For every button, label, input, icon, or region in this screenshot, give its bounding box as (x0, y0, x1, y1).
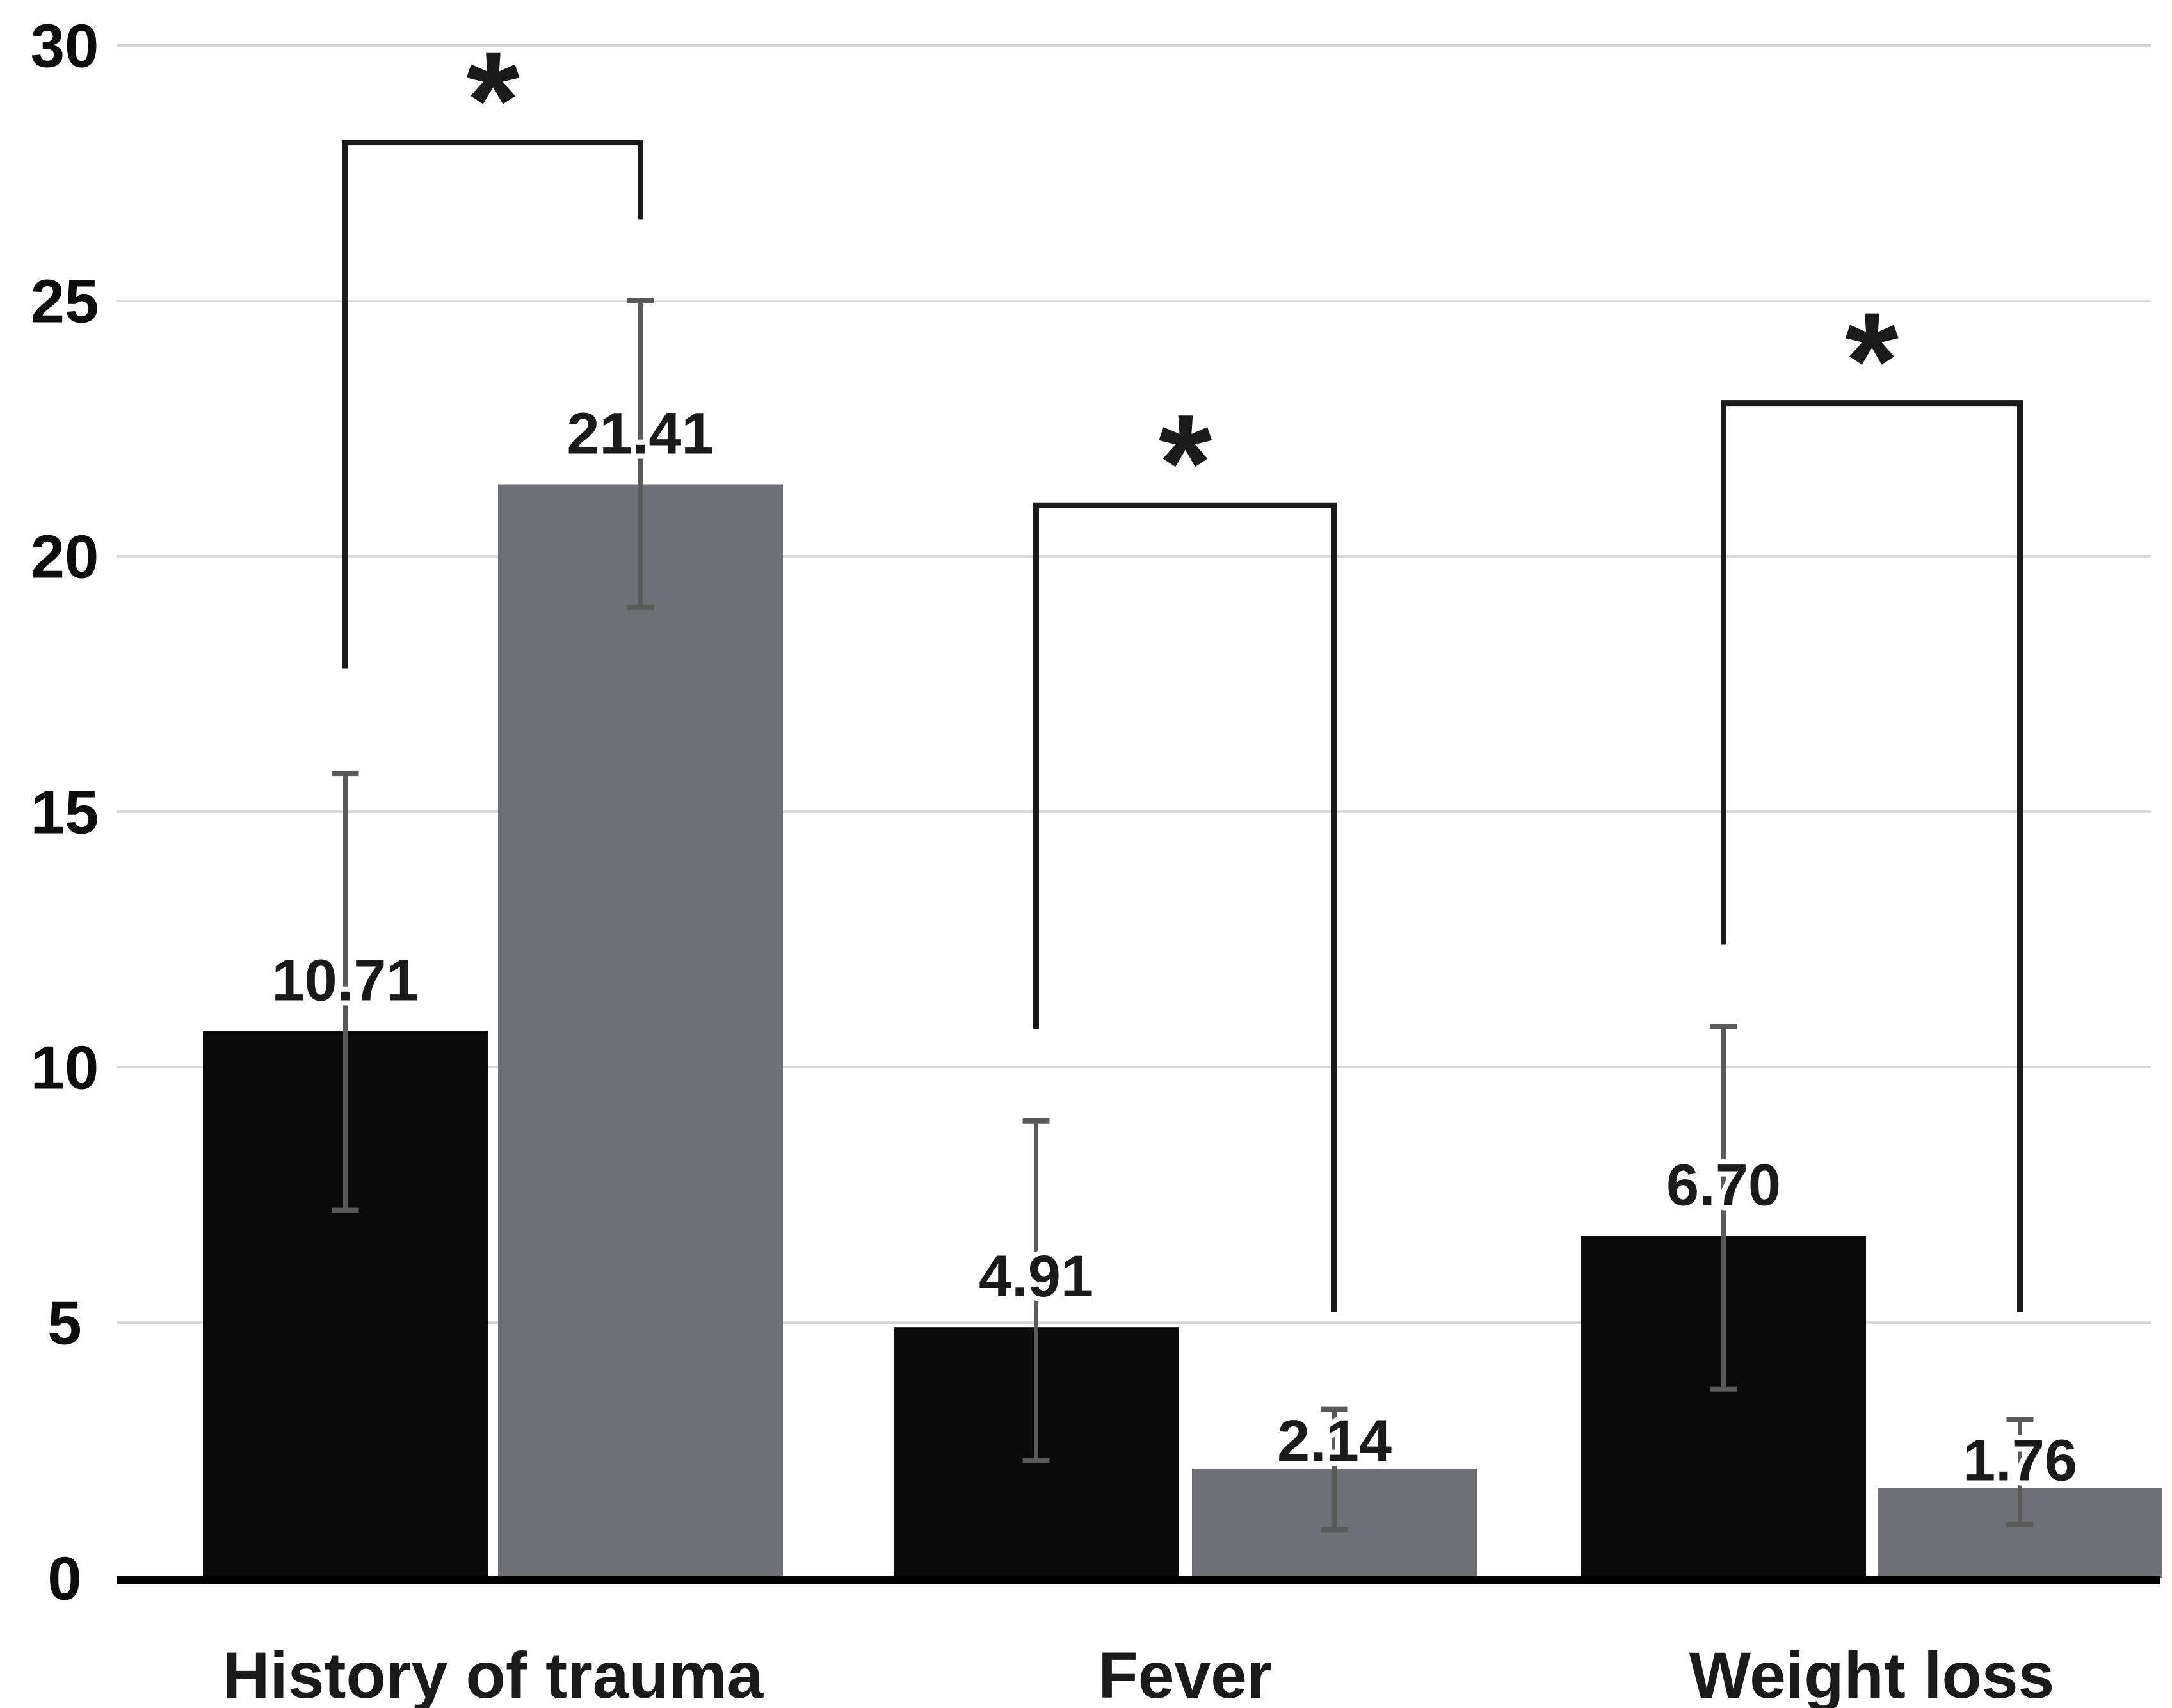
value-label-black-2: 6.70 (1666, 1152, 1781, 1218)
y-axis-tick-label: 0 (47, 1545, 81, 1613)
y-axis-tick-label: 20 (31, 523, 99, 592)
significance-asterisk-2: * (1845, 284, 1899, 438)
significance-asterisk-0: * (466, 23, 520, 177)
y-axis-tick-label: 10 (31, 1034, 99, 1102)
value-label-black-0: 10.71 (271, 947, 419, 1013)
significance-asterisk-1: * (1159, 385, 1212, 540)
category-label-0: History of trauma (223, 1639, 764, 1708)
bar-gray-0 (498, 484, 783, 1579)
significance-bracket-1 (1033, 502, 1337, 1313)
value-label-gray-1: 2.14 (1277, 1408, 1392, 1474)
significance-bracket-0 (342, 140, 643, 669)
value-label-gray-0: 21.41 (567, 401, 714, 466)
category-label-1: Fever (1098, 1639, 1272, 1708)
category-label-2: Weight loss (1689, 1639, 2055, 1708)
value-label-gray-2: 1.76 (1963, 1428, 2077, 1494)
value-label-black-1: 4.91 (979, 1244, 1093, 1309)
significance-bracket-2 (1721, 400, 2023, 1313)
y-axis-tick-label: 5 (47, 1289, 81, 1358)
y-axis-tick-label: 25 (31, 268, 99, 336)
y-axis-tick-label: 15 (31, 778, 99, 847)
y-axis-tick-label: 30 (31, 12, 99, 81)
